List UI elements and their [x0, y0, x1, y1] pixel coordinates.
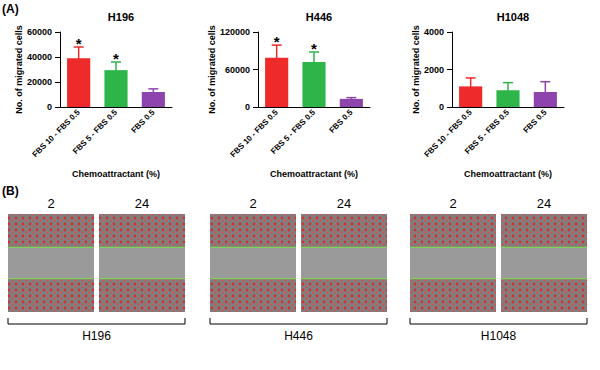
svg-text:FBS 5 - FBS 0.5: FBS 5 - FBS 0.5 [71, 107, 119, 155]
svg-text:120000: 120000 [220, 27, 250, 37]
svg-text:FBS 5 - FBS 0.5: FBS 5 - FBS 0.5 [269, 107, 317, 155]
svg-text:2000: 2000 [424, 65, 444, 75]
svg-text:0: 0 [47, 102, 52, 112]
svg-text:60000: 60000 [27, 27, 52, 37]
svg-text:2: 2 [449, 196, 456, 211]
svg-text:FBS 0.5: FBS 0.5 [129, 107, 156, 134]
svg-text:H196: H196 [108, 11, 134, 23]
svg-text:FBS 5 - FBS 0.5: FBS 5 - FBS 0.5 [463, 107, 511, 155]
svg-text:No. of migrated cells: No. of migrated cells [411, 25, 421, 114]
svg-text:*: * [274, 33, 280, 50]
svg-text:No. of migrated cells: No. of migrated cells [207, 25, 217, 114]
svg-text:60000: 60000 [225, 65, 250, 75]
svg-text:H196: H196 [82, 329, 111, 343]
svg-text:0: 0 [439, 102, 444, 112]
svg-text:Chemoattractant (%): Chemoattractant (%) [72, 169, 160, 179]
html-text:(A): (A) [2, 2, 19, 16]
svg-text:24: 24 [135, 196, 149, 211]
svg-text:20000: 20000 [27, 77, 52, 87]
svg-text:FBS 10 - FBS 0.5: FBS 10 - FBS 0.5 [30, 107, 82, 160]
svg-text:H1048: H1048 [497, 11, 529, 23]
svg-text:0: 0 [245, 102, 250, 112]
svg-text:24: 24 [337, 196, 351, 211]
svg-text:H446: H446 [284, 329, 313, 343]
svg-text:40000: 40000 [27, 52, 52, 62]
svg-text:4000: 4000 [424, 27, 444, 37]
svg-text:FBS 0.5: FBS 0.5 [327, 107, 354, 134]
svg-text:*: * [311, 40, 317, 57]
svg-text:FBS 0.5: FBS 0.5 [521, 107, 548, 134]
html-text:(B): (B) [2, 184, 19, 198]
svg-text:2: 2 [47, 196, 54, 211]
svg-text:*: * [76, 35, 82, 52]
svg-text:H1048: H1048 [481, 329, 517, 343]
svg-text:FBS 10 - FBS 0.5: FBS 10 - FBS 0.5 [228, 107, 280, 160]
svg-text:No. of migrated cells: No. of migrated cells [14, 25, 24, 114]
svg-text:Chemoattractant (%): Chemoattractant (%) [270, 169, 358, 179]
svg-text:24: 24 [537, 196, 551, 211]
svg-text:H446: H446 [306, 11, 332, 23]
svg-text:Chemoattractant (%): Chemoattractant (%) [464, 169, 552, 179]
svg-text:*: * [113, 50, 119, 67]
svg-text:2: 2 [249, 196, 256, 211]
svg-text:FBS 10 - FBS 0.5: FBS 10 - FBS 0.5 [422, 107, 474, 160]
